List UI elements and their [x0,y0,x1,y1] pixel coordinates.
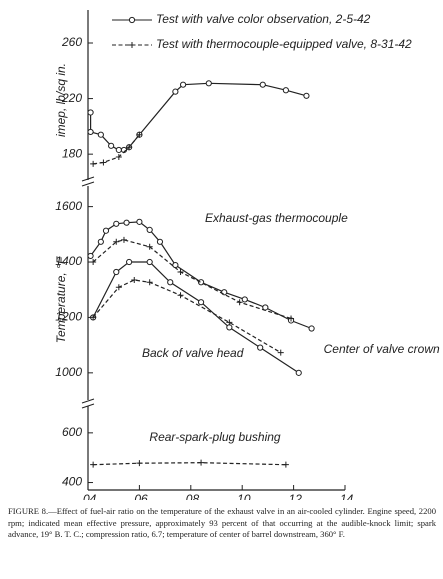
marker [282,461,289,468]
legend-label: Test with thermocouple-equipped valve, 8… [156,37,412,51]
marker [90,314,97,321]
marker [87,128,94,136]
y-tick-label: 400 [62,475,82,489]
x-tick-label: .06 [131,492,148,500]
marker [123,219,130,226]
marker [177,269,184,275]
marker [198,459,205,466]
y-axis-label: imep, lb/sq in. [54,63,68,137]
marker [115,284,122,291]
marker [167,279,174,286]
marker [146,279,153,286]
marker [136,218,143,225]
marker [97,131,104,138]
marker [226,319,233,326]
marker [277,349,284,356]
marker [172,261,179,269]
annotation: Center of valve crown [324,342,440,356]
marker [136,460,143,467]
marker [177,292,184,299]
marker [113,220,120,227]
x-tick-label: .12 [285,492,302,500]
series-line [93,462,286,466]
series-line [92,279,282,354]
marker [257,344,264,351]
marker [90,461,97,468]
caption: FIGURE 8.—Effect of fuel-air ratio on th… [8,506,436,539]
marker [303,92,310,99]
marker [236,299,243,306]
marker [113,268,120,276]
marker [126,144,133,151]
marker [288,315,295,322]
marker [308,325,315,332]
marker [197,299,205,306]
marker [226,324,233,331]
marker [126,258,133,266]
annotation: Back of valve head [142,346,244,360]
legend-marker [128,16,136,24]
marker [197,279,205,286]
x-tick-label: .08 [182,492,199,500]
marker [146,226,153,233]
marker [241,296,248,303]
marker [179,81,187,88]
y-tick-label: 1600 [55,199,82,213]
marker [102,227,110,234]
marker [87,109,94,116]
marker [295,369,302,376]
chart: 180 220 260 imep, lb/sq in. Test with valve … [54,10,440,500]
y-axis-label: Temperature, °F [54,256,68,343]
marker [100,159,107,166]
x-tick-label: .10 [234,492,251,500]
marker [205,80,212,87]
legend-label: Test with valve color observation, 2-5-4… [156,12,371,26]
x-tick-label: .04 [80,492,97,500]
axis-break [81,176,95,187]
x-tick-label: .14 [337,492,354,500]
y-tick-label: 600 [62,425,82,439]
marker [113,238,120,245]
marker [146,258,153,266]
marker [97,238,104,245]
marker [90,160,97,167]
legend-marker [129,42,135,48]
marker [131,277,138,284]
y-tick-label: 220 [61,91,82,105]
y-tick-label: 1400 [55,254,82,268]
annotation: Rear-spark-plug bushing [149,430,281,444]
marker [282,87,289,94]
marker [172,88,179,95]
marker [90,259,97,266]
marker [259,81,266,88]
marker [115,146,122,154]
series-line [90,82,307,151]
y-tick-label: 1200 [55,310,82,324]
annotation: Exhaust-gas thermocouple [205,211,348,225]
marker [136,131,143,138]
marker [146,243,153,250]
marker [156,238,164,245]
marker [120,236,127,243]
marker [115,153,122,160]
y-tick-label: 1000 [55,365,82,379]
y-tick-label: 260 [61,35,82,49]
marker [87,252,94,260]
marker [108,142,115,149]
y-tick-label: 180 [62,146,82,160]
series-line [92,239,292,320]
